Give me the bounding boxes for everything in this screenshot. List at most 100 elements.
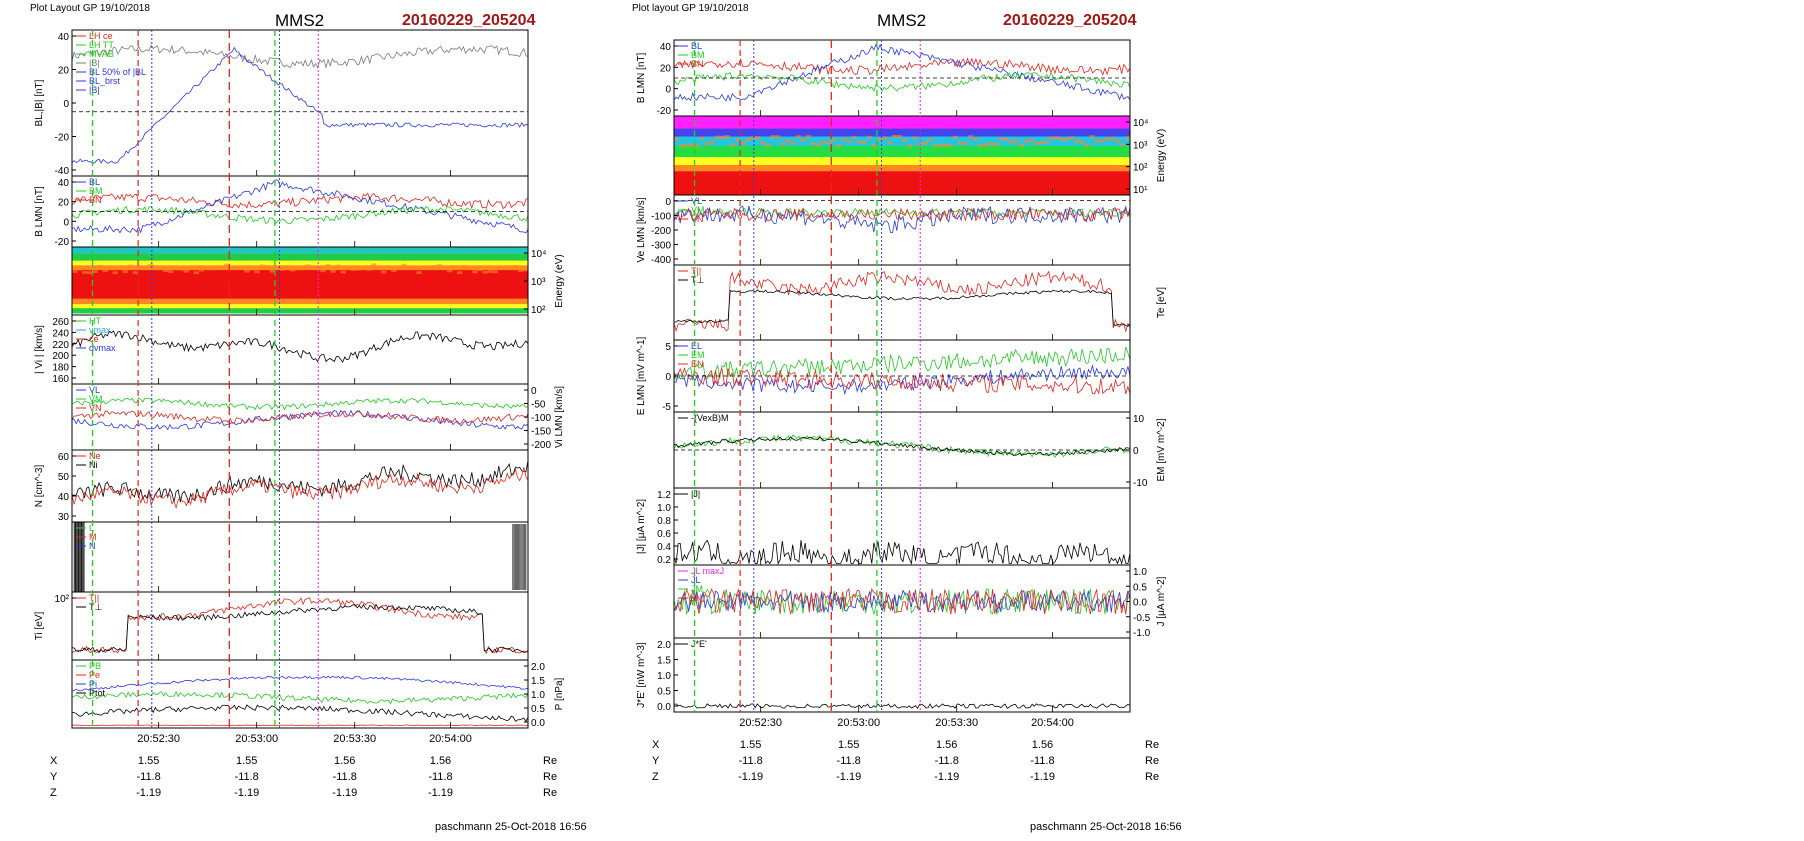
spectrogram-band xyxy=(679,144,685,148)
spectrogram-band xyxy=(158,267,164,271)
spectrogram-band xyxy=(780,142,786,146)
orbit-value: -11.8 xyxy=(837,755,861,767)
legend-label: T⊥ xyxy=(691,275,704,285)
panel-frame xyxy=(71,591,529,661)
spectrogram-band xyxy=(988,142,994,146)
legend-label: VL xyxy=(691,196,702,206)
orbit-unit: Re xyxy=(543,787,557,799)
spectrogram-band xyxy=(922,141,928,145)
spectrogram-band xyxy=(72,247,528,255)
legend-label: PB xyxy=(89,661,101,671)
spectrogram-band xyxy=(891,134,898,139)
y-tick-label: -100 xyxy=(531,413,551,424)
legend-label: BM xyxy=(89,186,103,196)
orbit-row-label: Y xyxy=(50,771,58,783)
y-tick-label: 1.5 xyxy=(531,676,545,687)
spectrogram-band xyxy=(142,267,149,271)
y-tick-label: -50 xyxy=(531,400,546,411)
spectrogram-band xyxy=(193,271,199,275)
panel-frame xyxy=(71,659,529,729)
spectrogram-band xyxy=(993,142,999,146)
spectrogram-band xyxy=(279,268,286,271)
spectrogram-band xyxy=(805,135,812,139)
legend-label: BL xyxy=(89,177,100,187)
spectrogram-band xyxy=(704,142,710,146)
spectrogram-band xyxy=(674,146,1130,158)
orbit-value: -1.19 xyxy=(738,771,763,783)
panel-frame xyxy=(673,194,1131,266)
y-tick-label: 0.5 xyxy=(657,687,671,698)
spectrogram-band xyxy=(487,270,493,273)
y-axis-label: Vi LMN [km/s] xyxy=(554,386,565,448)
spectrogram-band xyxy=(800,138,807,142)
spectrogram-band xyxy=(1064,138,1070,142)
orbit-unit: Re xyxy=(543,755,557,767)
spectrogram-band xyxy=(132,271,139,275)
y-tick-label: 30 xyxy=(58,512,70,523)
orbit-value: 1.56 xyxy=(1032,739,1053,751)
legend-label: J*E' xyxy=(691,639,707,649)
legend-label: T⊥ xyxy=(89,602,102,612)
spectrogram-band xyxy=(497,266,503,270)
spectrogram-band xyxy=(82,271,88,274)
legend-label: |B| xyxy=(89,58,100,68)
y-tick-label: -10 xyxy=(1133,478,1148,489)
spectrogram-band xyxy=(937,144,943,148)
y-tick-label: 0 xyxy=(63,99,69,110)
y-tick-label: 0 xyxy=(63,217,69,228)
spectrogram-band xyxy=(856,140,862,144)
y-tick-label: 0.0 xyxy=(657,702,671,713)
panel-traces xyxy=(72,597,528,655)
y-tick-label: 0.2 xyxy=(657,555,671,566)
panel-traces xyxy=(72,675,528,727)
trace-ti xyxy=(72,603,528,654)
orbit-unit: Re xyxy=(543,771,557,783)
legend-label: JN xyxy=(691,593,702,603)
time-tick-label: 20:53:00 xyxy=(837,717,880,729)
spectrogram-band xyxy=(218,265,225,269)
y-tick-label: 260 xyxy=(52,317,69,328)
spectrogram-band xyxy=(1054,136,1060,140)
time-tick-label: 20:52:30 xyxy=(137,733,180,745)
y-tick-label: 20 xyxy=(660,63,672,74)
orbit-unit: Re xyxy=(1145,771,1159,783)
spectrogram-band xyxy=(674,157,1130,166)
spectrogram-band xyxy=(117,265,123,269)
time-tick-label: 20:54:00 xyxy=(429,733,472,745)
y-tick-label: 2.0 xyxy=(531,662,545,673)
panel-traces xyxy=(73,522,527,592)
trace-jlmn xyxy=(674,588,1130,615)
left-plot-page: Plot Layout GP 19/10/2018 MMS2 20160229_20… xyxy=(30,3,587,833)
legend-label: BN xyxy=(89,195,102,205)
orbit-value: -11.8 xyxy=(739,755,763,767)
panel-traces xyxy=(72,397,528,431)
spectrogram-band xyxy=(1008,140,1014,144)
legend-label: BN xyxy=(691,59,704,69)
spectrogram-band xyxy=(841,137,847,141)
legend-label: JL xyxy=(691,575,701,585)
panel-traces xyxy=(674,587,1130,615)
legend-label: Ni xyxy=(89,460,98,470)
trace-blmn xyxy=(674,57,1130,76)
spectrogram-band xyxy=(714,135,720,139)
spectrogram-band xyxy=(694,144,700,148)
trace-elmn xyxy=(674,366,1130,395)
y-tick-label: 40 xyxy=(58,492,70,503)
spectrogram-band xyxy=(674,116,1130,130)
trace-em xyxy=(674,434,1130,459)
energy-spectrogram xyxy=(72,247,528,314)
spectrogram-band xyxy=(224,263,230,267)
spectrogram-band xyxy=(441,266,448,270)
orbit-value: -11.8 xyxy=(235,771,259,783)
spectrogram-band xyxy=(517,269,524,273)
legend-label: LH ce xyxy=(89,31,113,41)
y-axis-label: E LMN [mV m^-1] xyxy=(636,336,647,415)
time-tick-label: 20:54:00 xyxy=(1031,717,1074,729)
panel-ti: 10² Ti [eV] T||T⊥ xyxy=(34,591,529,661)
y-tick-label: 1.5 xyxy=(657,656,671,667)
spectrogram-band xyxy=(972,137,979,141)
